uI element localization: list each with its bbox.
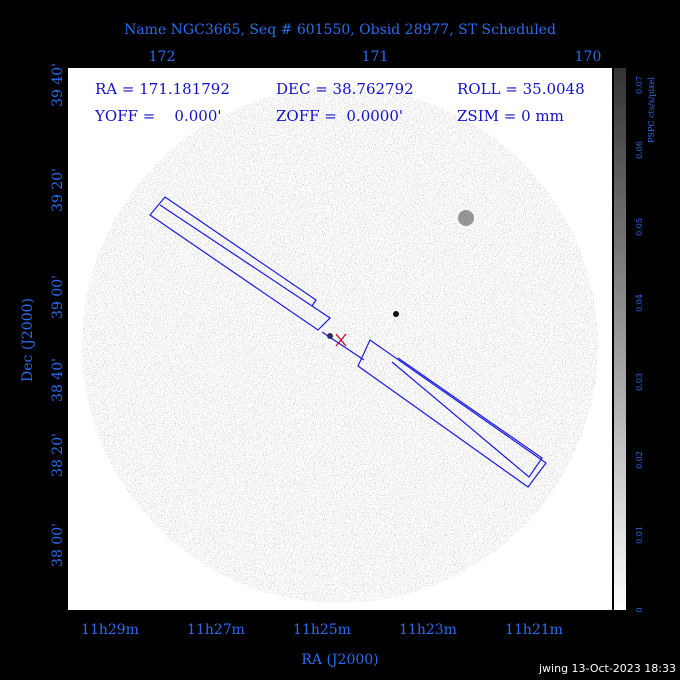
top-tick-label: 170 <box>575 49 602 65</box>
yoff: YOFF = 0.000' <box>94 107 222 125</box>
x-label: RA (J2000) <box>301 652 378 668</box>
left-tick-label: 38 20' <box>50 433 66 477</box>
top-tick-label: 171 <box>362 49 389 65</box>
bottom-tick-label: 11h29m <box>81 622 139 638</box>
aimpoint <box>335 333 347 347</box>
colorbar-tick-label: 0.05 <box>635 218 644 236</box>
title: Name NGC3665, Seq # 601550, Obsid 28977,… <box>124 22 556 38</box>
left-tick-label: 39 00' <box>50 275 66 319</box>
source <box>393 311 399 317</box>
colorbar-label: PSPC cts/s/pixel <box>647 77 656 143</box>
left-tick-label: 38 40' <box>50 358 66 402</box>
top-tick-label: 172 <box>149 49 176 65</box>
source <box>458 210 474 226</box>
source <box>327 333 333 339</box>
colorbar <box>614 68 626 610</box>
colorbar-tick-label: 0 <box>635 607 644 612</box>
zoff: ZOFF = 0.0000' <box>276 107 403 125</box>
colorbar-tick-label: 0.07 <box>635 76 644 94</box>
detector-outline <box>149 196 547 488</box>
dec: DEC = 38.762792 <box>276 80 414 98</box>
y-label: Dec (J2000) <box>20 298 36 382</box>
colorbar-tick-label: 0.04 <box>635 294 644 312</box>
colorbar-tick-label: 0.02 <box>635 451 644 469</box>
colorbar-tick-label: 0.01 <box>635 526 644 544</box>
colorbar-tick-label: 0.06 <box>635 141 644 159</box>
bottom-tick-label: 11h27m <box>187 622 245 638</box>
ra: RA = 171.181792 <box>95 80 230 98</box>
bottom-tick-label: 11h21m <box>505 622 563 638</box>
left-tick-label: 39 20' <box>50 168 66 212</box>
bottom-tick-label: 11h23m <box>399 622 457 638</box>
colorbar-tick-label: 0.03 <box>635 373 644 391</box>
left-tick-label: 39 40' <box>50 63 66 107</box>
bottom-tick-label: 11h25m <box>293 622 351 638</box>
zsim: ZSIM = 0 mm <box>457 107 564 125</box>
footer: jwing 13-Oct-2023 18:33 <box>538 662 676 675</box>
roll: ROLL = 35.0048 <box>457 80 585 98</box>
left-tick-label: 38 00' <box>50 523 66 567</box>
sky-field <box>82 87 598 603</box>
